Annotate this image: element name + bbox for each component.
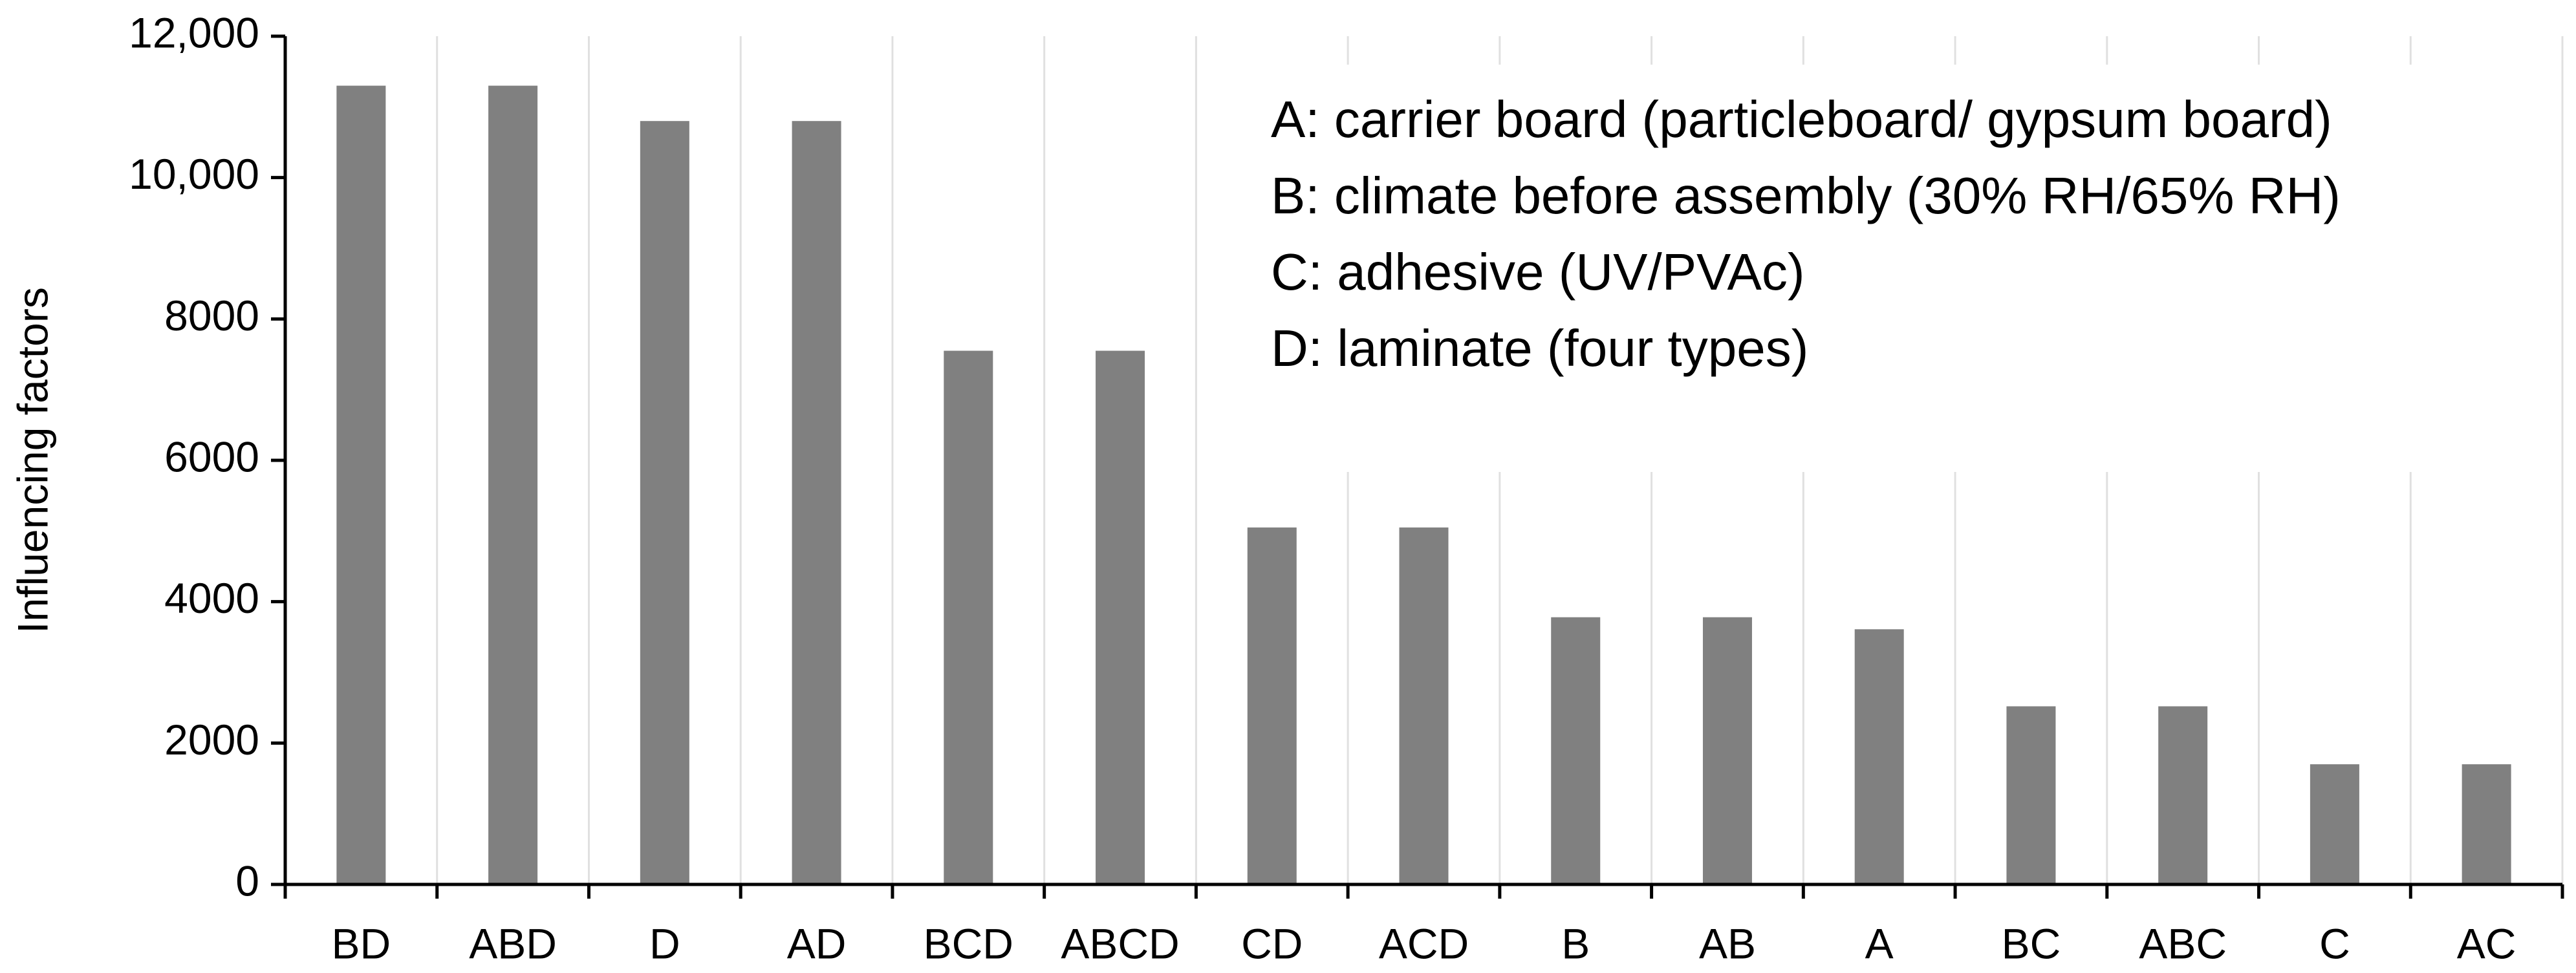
y-tick-label: 12,000 xyxy=(129,8,259,56)
y-tick-label: 8000 xyxy=(164,292,259,339)
bar xyxy=(2462,764,2511,884)
legend-box xyxy=(1232,65,2548,472)
bar xyxy=(1551,617,1601,884)
x-tick-label: ACD xyxy=(1379,919,1469,967)
x-tick-label: AD xyxy=(787,919,847,967)
y-tick-label: 2000 xyxy=(164,716,259,764)
y-axis-label: Influencing factors xyxy=(8,287,56,634)
x-tick-label: C xyxy=(2319,919,2350,967)
x-tick-label: ABD xyxy=(469,919,557,967)
x-tick-label: BC xyxy=(2002,919,2061,967)
annotation: D: laminate (four types) xyxy=(1271,319,1808,377)
bar xyxy=(1702,617,1752,884)
x-tick-label: B xyxy=(1561,919,1590,967)
bar xyxy=(336,85,386,885)
y-tick-label: 6000 xyxy=(164,433,259,480)
x-tick-label: BCD xyxy=(924,919,1013,967)
annotation: A: carrier board (particleboard/ gypsum … xyxy=(1271,91,2332,148)
bar xyxy=(1096,350,1145,884)
bar xyxy=(2310,764,2359,884)
bar xyxy=(792,121,841,885)
bar xyxy=(1247,527,1297,884)
bar xyxy=(640,121,689,885)
y-tick-label: 4000 xyxy=(164,574,259,622)
x-tick-label: BD xyxy=(332,919,391,967)
annotation: B: climate before assembly (30% RH/65% R… xyxy=(1271,167,2341,224)
x-tick-label: ABCD xyxy=(1061,919,1179,967)
bar xyxy=(2158,706,2208,884)
bar xyxy=(1399,527,1449,884)
x-tick-label: CD xyxy=(1241,919,1303,967)
bar xyxy=(488,85,538,885)
x-tick-label: ABC xyxy=(2139,919,2227,967)
x-tick-label: AB xyxy=(1699,919,1756,967)
y-tick-label: 10,000 xyxy=(129,150,259,198)
x-tick-label: AC xyxy=(2457,919,2516,967)
bar xyxy=(944,350,993,884)
bar xyxy=(1854,629,1904,884)
bar xyxy=(2006,706,2056,884)
x-tick-label: D xyxy=(649,919,680,967)
annotation: C: adhesive (UV/PVAc) xyxy=(1271,243,1804,301)
x-tick-label: A xyxy=(1865,919,1894,967)
y-tick-label: 0 xyxy=(235,857,259,904)
